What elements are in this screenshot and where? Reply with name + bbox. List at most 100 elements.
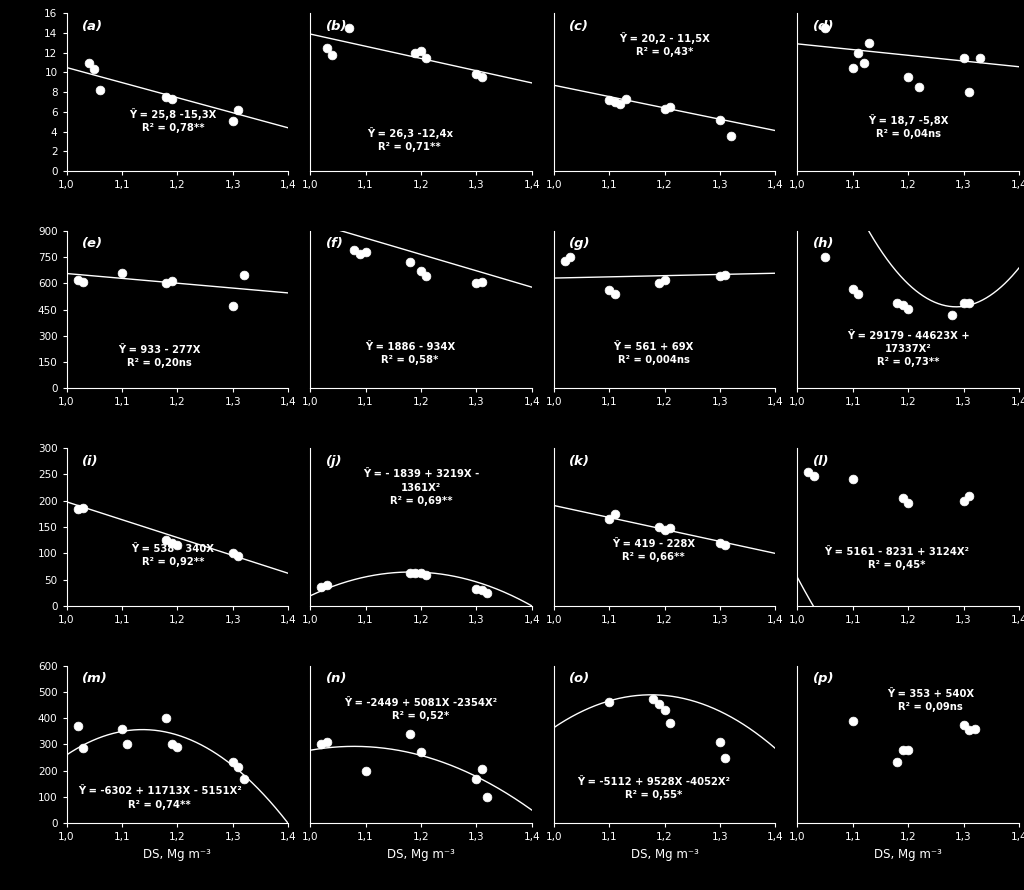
Text: (n): (n) [326,672,347,685]
Point [562,250,579,264]
Point [474,70,490,85]
Point [817,250,834,264]
Text: (c): (c) [569,20,589,33]
Point [468,276,484,290]
Point [86,62,102,77]
Point [70,719,86,733]
Text: (l): (l) [813,455,829,467]
Text: (m): (m) [82,672,108,685]
Text: Ŷ = - 1839 + 3219X -
1361X²
R² = 0,69**: Ŷ = - 1839 + 3219X - 1361X² R² = 0,69** [362,469,479,506]
Point [606,506,623,521]
Point [468,582,484,596]
Text: Ŷ = 25,8 -15,3X
R² = 0,78**: Ŷ = 25,8 -15,3X R² = 0,78** [129,108,216,134]
Text: Ŷ = 561 + 69X
R² = 0,004ns: Ŷ = 561 + 69X R² = 0,004ns [613,342,693,365]
Point [413,44,429,58]
Point [341,21,357,36]
Point [656,272,673,287]
Text: Ŷ = -6302 + 11713X - 5151X²
R² = 0,74**: Ŷ = -6302 + 11713X - 5151X² R² = 0,74** [78,787,242,810]
Point [474,274,490,288]
Text: (a): (a) [82,20,103,33]
Text: (f): (f) [326,237,343,250]
Point [413,745,429,759]
Point [418,269,434,283]
Text: Ŷ = 538 - 340X
R² = 0,92**: Ŷ = 538 - 340X R² = 0,92** [131,544,214,567]
Point [900,742,916,756]
Point [712,735,728,749]
Point [468,772,484,786]
X-axis label: DS, Mg m⁻³: DS, Mg m⁻³ [874,848,942,861]
Point [119,737,135,751]
Point [318,578,335,592]
Point [845,281,861,295]
Point [164,737,180,751]
Point [164,92,180,106]
Point [911,80,928,94]
Point [114,722,130,736]
Text: Ŷ = 5161 - 8231 + 3124X²
R² = 0,45*: Ŷ = 5161 - 8231 + 3124X² R² = 0,45* [824,547,970,570]
Text: (j): (j) [326,455,342,467]
Text: Ŷ = 353 + 540X
R² = 0,09ns: Ŷ = 353 + 540X R² = 0,09ns [887,689,974,712]
Point [352,247,369,261]
Point [944,308,961,322]
Point [717,538,733,553]
Point [900,302,916,316]
Point [158,533,174,547]
Point [224,114,241,128]
Point [850,45,866,60]
Point [413,264,429,279]
Point [656,522,673,537]
Point [474,583,490,597]
Point [346,243,362,257]
Point [845,472,861,486]
Point [662,521,678,535]
Point [325,47,341,61]
Point [717,267,733,281]
Point [712,536,728,550]
Text: Ŷ = 419 - 228X
R² = 0,66**: Ŷ = 419 - 228X R² = 0,66** [612,539,695,562]
X-axis label: DS, Mg m⁻³: DS, Mg m⁻³ [143,848,211,861]
Text: Ŷ = 1886 - 934X
R² = 0,58*: Ŷ = 1886 - 934X R² = 0,58* [365,342,455,365]
Point [889,755,905,769]
Point [662,716,678,731]
Point [961,295,977,310]
Point [606,95,623,109]
Point [601,283,617,297]
Point [91,83,108,97]
Point [606,287,623,301]
Point [357,245,374,259]
Point [318,735,335,749]
Point [651,697,668,711]
Point [169,538,185,553]
Point [656,101,673,116]
Point [801,465,817,479]
Point [230,760,247,774]
Point [617,92,634,106]
Point [651,520,668,534]
Point [408,45,424,60]
Point [158,276,174,290]
Point [479,586,496,600]
Point [230,549,247,563]
Text: (g): (g) [569,237,591,250]
Point [158,711,174,725]
Point [889,295,905,310]
Point [961,489,977,503]
Point [856,55,872,69]
Point [70,272,86,287]
Point [955,51,972,65]
Text: Ŷ = 29179 - 44623X +
17337X²
R² = 0,73**: Ŷ = 29179 - 44623X + 17337X² R² = 0,73** [847,331,970,368]
Point [401,566,418,580]
Point [961,85,977,100]
Text: (o): (o) [569,672,591,685]
Point [845,714,861,728]
Point [894,742,910,756]
Point [845,61,861,75]
Point [169,740,185,754]
Point [651,276,668,290]
Point [224,755,241,769]
Point [972,51,988,65]
Point [850,287,866,301]
Point [236,267,252,281]
Point [712,269,728,283]
Point [158,90,174,104]
